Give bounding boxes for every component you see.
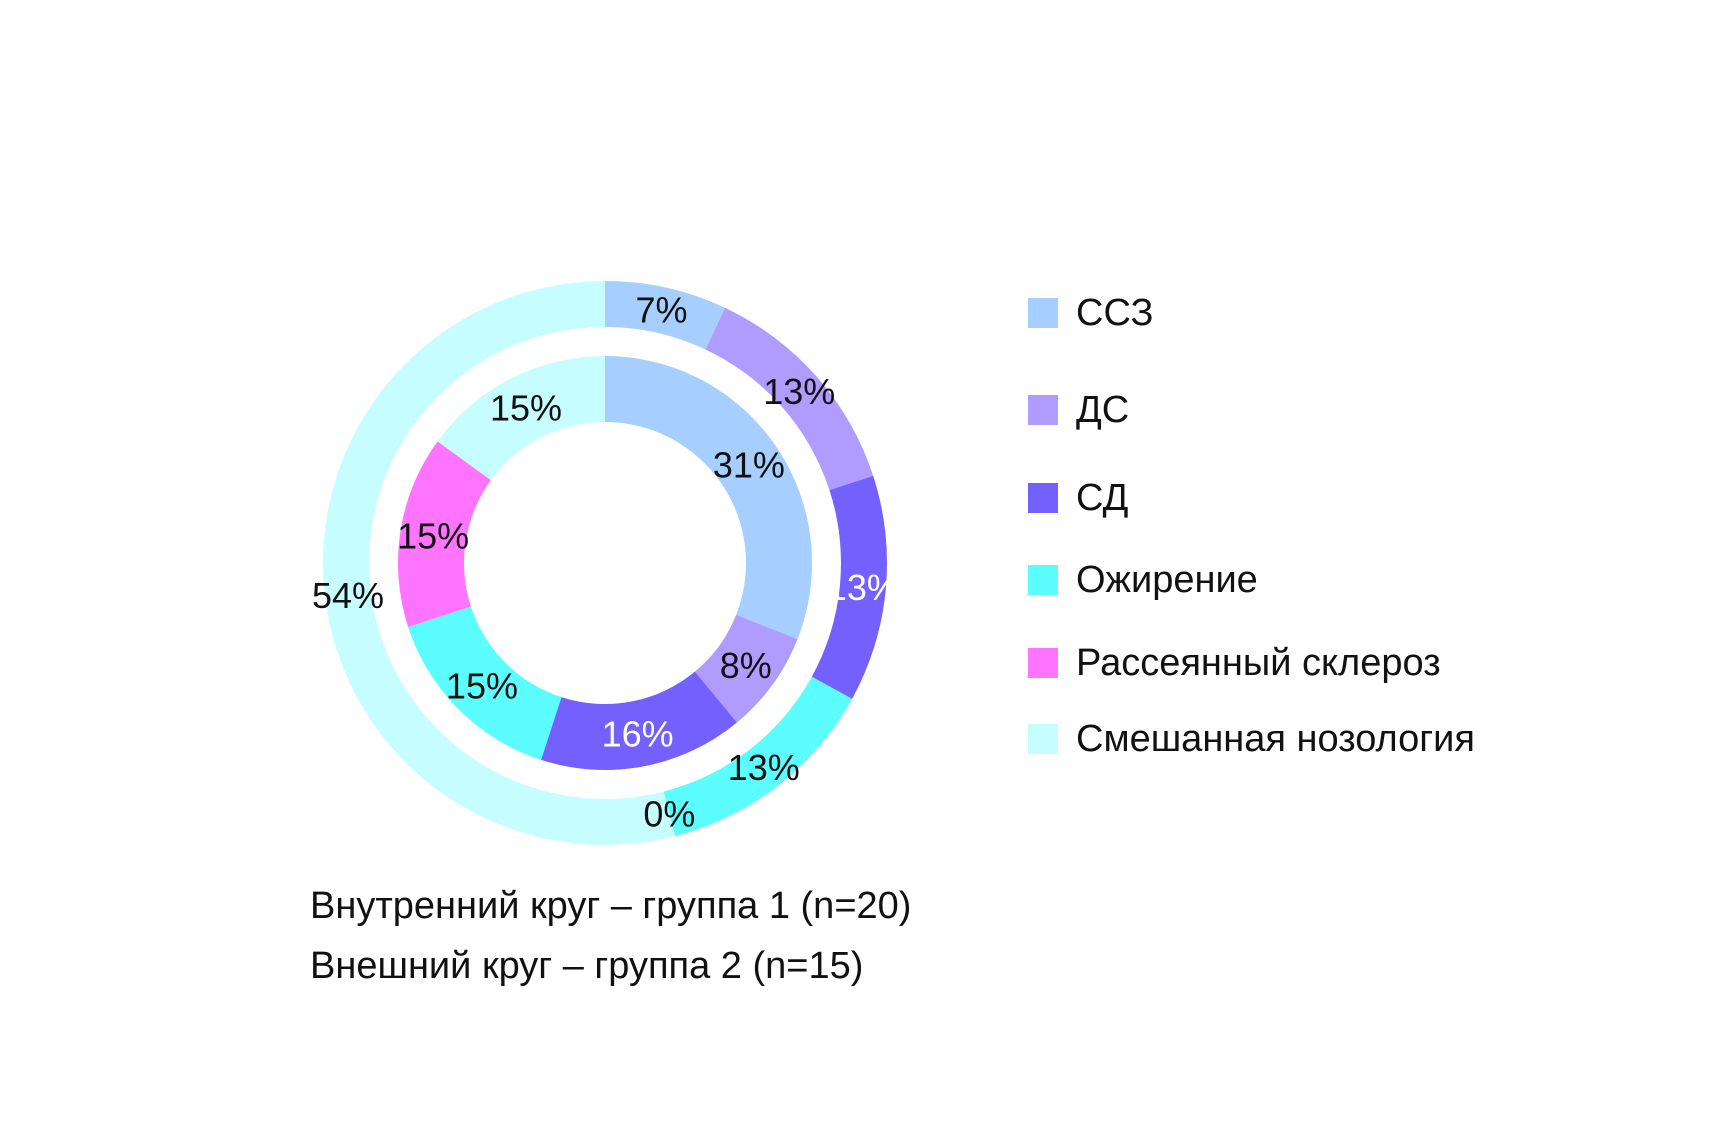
outer-slice-1 <box>705 307 874 491</box>
legend-swatch-3 <box>1028 565 1058 595</box>
legend-label-4: Рассеянный склероз <box>1076 642 1441 684</box>
legend-label-5: Смешанная нозология <box>1076 718 1475 760</box>
slice-labels: 31% 8% 16% 15% 15% 15% 7% 13% 13% 13% 0% 54% <box>312 290 899 835</box>
legend-label-1: ДС <box>1076 389 1129 431</box>
inner-slice-0 <box>605 356 812 640</box>
legend-swatch-0 <box>1028 298 1058 328</box>
legend-swatch-4 <box>1028 648 1058 678</box>
inner-slice-3 <box>408 606 562 760</box>
outer-slice-3 <box>663 676 853 837</box>
outer-slice-label-4: 0% <box>643 793 695 834</box>
inner-slice-5 <box>437 356 605 481</box>
inner-slice-label-2: 16% <box>602 713 674 754</box>
legend-swatch-2 <box>1028 483 1058 513</box>
caption-outer-circle: Внешний круг – группа 2 (n=15) <box>310 945 864 987</box>
inner-slice-label-1: 8% <box>720 645 772 686</box>
inner-slice-label-0: 31% <box>713 445 785 486</box>
outer-slice-label-0: 7% <box>635 290 687 331</box>
legend-swatch-1 <box>1028 395 1058 425</box>
outer-slice-0 <box>605 281 726 350</box>
legend-label-2: СД <box>1076 477 1129 519</box>
legend: ССЗ ДС СД Ожирение Рассеянный склероз Смешанн… <box>1028 292 1475 760</box>
inner-slice-1 <box>694 614 798 723</box>
legend-swatch-5 <box>1028 724 1058 754</box>
caption-inner-circle: Внутренний круг – группа 1 (n=20) <box>310 885 912 927</box>
inner-ring <box>397 356 812 770</box>
outer-slice-2 <box>811 475 887 699</box>
outer-slice-label-1: 13% <box>763 371 835 412</box>
outer-ring <box>322 281 887 846</box>
outer-slice-label-3: 13% <box>728 747 800 788</box>
legend-label-3: Ожирение <box>1076 559 1258 601</box>
inner-slice-label-3: 15% <box>446 666 518 707</box>
outer-slice-5 <box>322 281 676 846</box>
outer-slice-label-5: 54% <box>312 575 384 616</box>
inner-slice-2 <box>541 671 737 770</box>
legend-label-0: ССЗ <box>1076 292 1153 334</box>
outer-slice-label-2: 13% <box>827 567 899 608</box>
inner-slice-4 <box>397 441 491 627</box>
inner-slice-label-4: 15% <box>397 515 469 556</box>
inner-slice-label-5: 15% <box>490 387 562 428</box>
